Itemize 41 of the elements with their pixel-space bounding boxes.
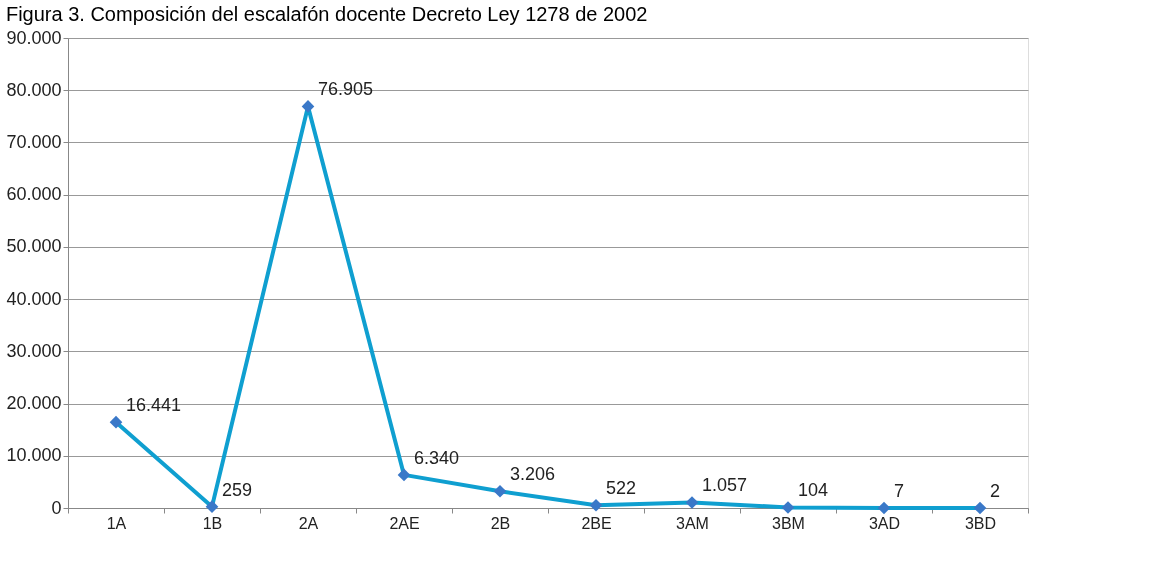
x-tick-label: 3BM bbox=[772, 514, 805, 532]
x-tick-label: 2BE bbox=[581, 514, 612, 532]
x-tick-label: 2B bbox=[490, 514, 511, 532]
point bbox=[301, 100, 315, 113]
data-label: 1.057 bbox=[702, 475, 748, 496]
point bbox=[205, 500, 219, 513]
point bbox=[781, 501, 795, 514]
y-tick-label: 60.000 bbox=[6, 184, 62, 205]
y-tick-label: 50.000 bbox=[6, 236, 62, 257]
x-tick-label: 1B bbox=[202, 514, 223, 532]
point bbox=[589, 498, 603, 512]
point bbox=[397, 468, 411, 482]
chart-title: Figura 3. Composición del escalafón docente Decreto Ley 1278 de 2002 bbox=[5, 3, 648, 25]
x-tick-label: 3AD bbox=[868, 514, 901, 532]
point bbox=[877, 501, 891, 515]
y-tick-label: 30.000 bbox=[6, 340, 62, 361]
x-tick-label: 1A bbox=[106, 514, 127, 532]
data-label: 104 bbox=[798, 480, 829, 501]
data-label: 3.206 bbox=[510, 464, 556, 485]
y-tick-label: 10.000 bbox=[6, 445, 62, 466]
data-label: 259 bbox=[222, 479, 253, 500]
point bbox=[973, 501, 987, 515]
point bbox=[493, 484, 507, 498]
y-tick-label: 70.000 bbox=[6, 131, 62, 152]
data-label: 6.340 bbox=[414, 447, 460, 468]
point bbox=[685, 496, 699, 509]
x-tick-label: 3BD bbox=[964, 514, 997, 532]
y-tick-label: 40.000 bbox=[6, 288, 62, 309]
data-label: 16.441 bbox=[126, 395, 182, 416]
data-label: 7 bbox=[894, 480, 905, 501]
point bbox=[109, 415, 123, 429]
x-tick-label: 2A bbox=[298, 514, 319, 532]
data-label: 2 bbox=[990, 480, 1001, 501]
x-tick-label: 3AM bbox=[676, 514, 709, 532]
y-tick-label: 90.000 bbox=[6, 27, 62, 48]
y-tick-label: 80.000 bbox=[6, 79, 62, 100]
y-tick-label: 0 bbox=[51, 497, 62, 518]
x-tick-label: 2AE bbox=[389, 514, 420, 532]
data-label: 522 bbox=[606, 478, 637, 499]
data-label: 76.905 bbox=[318, 79, 374, 100]
y-tick-label: 20.000 bbox=[6, 393, 62, 414]
